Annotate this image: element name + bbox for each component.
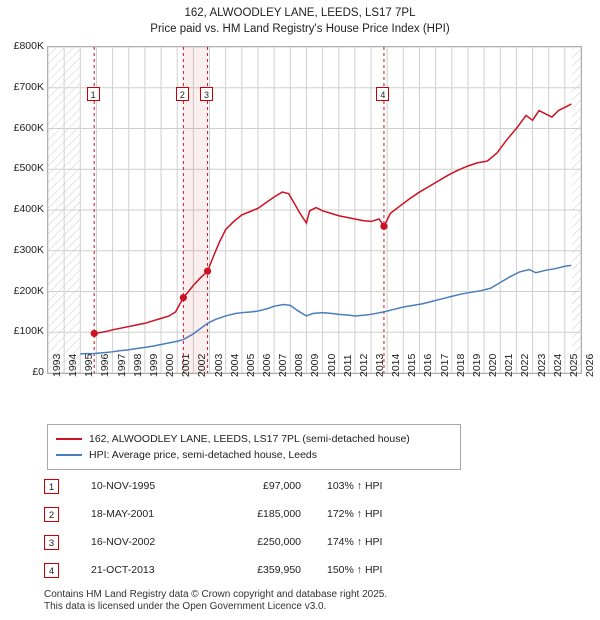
chart-legend: 162, ALWOODLEY LANE, LEEDS, LS17 7PL (se… [47,424,461,470]
y-axis-tick-label: £600K [13,121,44,134]
x-axis-tick-label: 2026 [584,353,596,377]
x-axis-tick-label: 2004 [228,353,241,377]
y-axis-tick-label: £0 [32,366,44,378]
x-axis-tick-label: 2019 [470,353,483,377]
plot-region [47,46,582,374]
sale-span-shade [183,47,208,373]
y-axis-tick-label: £700K [13,80,44,93]
page-title: 162, ALWOODLEY LANE, LEEDS, LS17 7PL Pri… [0,0,600,37]
legend-item-1: HPI: Average price, semi-detached house,… [56,447,452,463]
sale-point-dot [90,329,98,338]
sale-row-number: 4 [44,562,59,578]
x-axis-tick-label: 2021 [503,353,516,377]
x-axis-tick-label: 2000 [164,353,177,377]
sale-row-number: 3 [44,534,59,550]
sale-row-price: £359,950 [257,564,301,576]
sale-table-row: 4 21-OCT-2013 £359,950 150% ↑ HPI [44,556,464,584]
x-axis-tick-label: 2001 [180,353,193,377]
legend-swatch-series-0 [56,438,82,440]
x-axis-tick-label: 2002 [196,353,209,377]
y-axis-tick-label: £200K [13,284,44,297]
footer-line-1: Contains HM Land Registry data © Crown c… [44,589,388,600]
x-axis-tick-label: 2013 [374,353,387,377]
y-axis-tick-label: £800K [13,40,44,52]
sale-row-number: 2 [44,506,59,522]
sale-table-row: 3 16-NOV-2002 £250,000 174% ↑ HPI [44,528,464,556]
sale-marker-badge: 3 [200,87,214,101]
sale-point-dot [203,267,212,275]
x-axis-tick-label: 2016 [422,353,435,377]
x-axis-tick-label: 2014 [390,353,403,377]
x-axis-tick-label: 1994 [67,353,80,377]
legend-swatch-series-1 [56,454,82,456]
sale-row-number: 1 [44,478,59,494]
x-axis-tick-label: 2007 [277,353,290,377]
sale-row-date: 21-OCT-2013 [91,564,155,576]
y-axis-tick-label: £500K [13,162,44,175]
sale-row-date: 10-NOV-1995 [91,480,156,492]
sales-table: 1 10-NOV-1995 £97,000 103% ↑ HPI 2 18-MAY-200… [44,472,464,584]
x-axis-tick-label: 2023 [535,353,548,377]
sale-row-price: £185,000 [257,508,301,520]
sale-row-hpi: 174% ↑ HPI [327,536,383,548]
sale-marker-badge: 2 [175,87,189,101]
x-axis-tick-label: 2009 [309,353,322,377]
x-axis-tick-label: 1999 [147,353,160,377]
x-axis-tick-label: 1998 [131,353,144,377]
x-axis-tick-label: 2018 [454,353,467,377]
sale-row-hpi: 150% ↑ HPI [327,564,383,576]
sale-marker-badge: 4 [376,87,390,101]
series-line-0 [94,103,572,335]
chart-svg [47,46,582,374]
legend-label-series-1: HPI: Average price, semi-detached house,… [89,449,318,461]
sale-row-date: 16-NOV-2002 [91,536,156,548]
x-axis-tick-label: 2008 [293,353,306,377]
x-axis-tick-label: 2024 [551,353,564,377]
legend-label-series-0: 162, ALWOODLEY LANE, LEEDS, LS17 7PL (se… [89,433,410,445]
x-axis-tick-label: 2006 [260,353,273,377]
sale-table-row: 2 18-MAY-2001 £185,000 172% ↑ HPI [44,500,464,528]
title-line-1: 162, ALWOODLEY LANE, LEEDS, LS17 7PL [184,7,416,19]
footer: Contains HM Land Registry data © Crown c… [44,589,387,613]
chart-area: £0 £100K £200K £300K £400K £500K £600K £700K £80… [0,40,600,390]
x-axis-tick-label: 1996 [99,353,112,377]
x-axis-tick-label: 1997 [115,353,128,377]
series-line-1 [80,264,572,355]
sale-row-price: £97,000 [263,480,301,492]
y-axis-tick-label: £300K [13,243,44,256]
x-axis-tick-label: 2012 [357,353,370,377]
x-axis-tick-label: 2015 [406,353,419,377]
sale-table-row: 1 10-NOV-1995 £97,000 103% ↑ HPI [44,472,464,500]
x-axis-tick-label: 2017 [438,353,451,377]
x-axis-tick-label: 1993 [51,353,63,377]
y-axis-tick-label: £100K [13,325,44,338]
x-axis-tick-label: 2005 [244,353,257,377]
sale-row-price: £250,000 [257,536,301,548]
title-line-2: Price paid vs. HM Land Registry's House … [150,23,450,35]
sale-row-date: 18-MAY-2001 [91,508,155,520]
x-axis-tick-label: 2020 [487,353,500,377]
x-axis-tick-label: 2003 [212,353,225,377]
sale-point-dot [179,294,187,302]
x-axis-tick-label: 2022 [519,353,532,377]
x-axis-tick-label: 2025 [567,353,580,377]
sale-point-dot [380,222,388,230]
y-axis-tick-label: £400K [13,203,44,215]
legend-item-0: 162, ALWOODLEY LANE, LEEDS, LS17 7PL (se… [56,431,452,447]
sale-row-hpi: 103% ↑ HPI [327,480,383,492]
x-axis-tick-label: 2010 [325,353,338,377]
x-axis-tick-label: 2011 [341,354,354,377]
sale-marker-badge: 1 [86,87,100,101]
sale-row-hpi: 172% ↑ HPI [327,508,383,520]
footer-line-2: This data is licensed under the Open Gov… [44,601,327,612]
x-axis-tick-label: 1995 [83,353,96,377]
